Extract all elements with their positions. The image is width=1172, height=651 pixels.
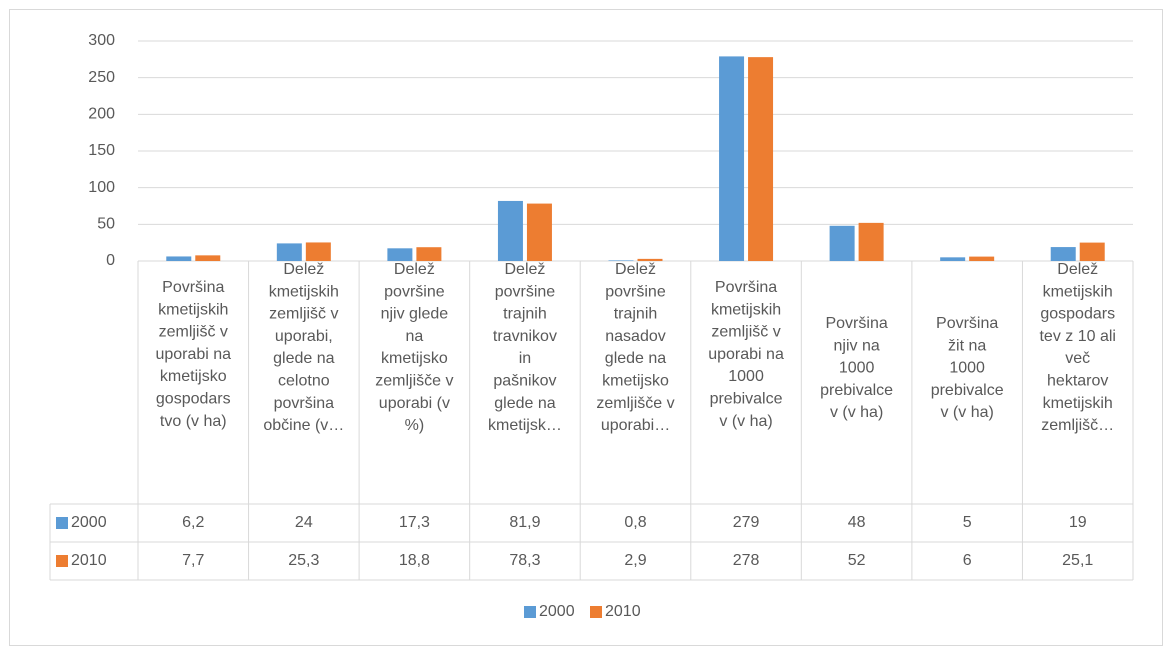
bar	[305, 242, 331, 261]
table-row-label: 2010	[71, 552, 107, 569]
x-tick-label: Površina žit na 1000 prebivalce v (v ha)	[931, 315, 1004, 421]
legend-key	[590, 606, 602, 618]
bar	[608, 260, 634, 261]
table-value: 78,3	[509, 552, 540, 569]
y-tick-label: 250	[88, 69, 115, 86]
legend-key	[524, 606, 536, 618]
bar	[166, 256, 192, 261]
bar	[1079, 242, 1105, 261]
legend-label: 2000	[539, 603, 575, 620]
x-tick-label: Delež površine njiv glede na kmetijsko zemlji…	[375, 261, 453, 434]
table-value: 18,8	[399, 552, 430, 569]
x-tick-label: Delež kmetijskih gospodars tev z 10 ali več h…	[1039, 261, 1115, 434]
y-tick-label: 150	[88, 142, 115, 159]
x-tick-label: Površina kmetijskih zemljišč v uporabi na km…	[155, 279, 231, 430]
bar	[719, 56, 745, 262]
table-value: 24	[295, 514, 313, 531]
y-tick-label: 300	[88, 32, 115, 49]
bar	[637, 258, 663, 261]
table-value: 2,9	[624, 552, 646, 569]
table-value: 7,7	[182, 552, 204, 569]
table-value: 25,3	[288, 552, 319, 569]
table-value: 17,3	[399, 514, 430, 531]
bar	[276, 243, 302, 261]
table-value: 279	[733, 514, 760, 531]
table-value: 6,2	[182, 514, 204, 531]
table-value: 5	[963, 514, 972, 531]
table-value: 81,9	[509, 514, 540, 531]
table-value: 52	[848, 552, 866, 569]
bar	[497, 200, 523, 261]
table-legend-key	[56, 517, 68, 529]
table-value: 0,8	[624, 514, 646, 531]
table-value: 19	[1069, 514, 1087, 531]
x-tick-label: Delež kmetijskih zemljišč v uporabi, glede n…	[263, 261, 344, 434]
bar	[829, 225, 855, 261]
table-value: 6	[963, 552, 972, 569]
bar	[748, 57, 774, 262]
table-row-label: 2000	[71, 514, 107, 531]
table-value: 278	[733, 552, 760, 569]
x-tick-label: Površina njiv na 1000 prebivalce v (v ha)	[820, 315, 893, 421]
bar	[195, 255, 221, 261]
y-tick-label: 0	[106, 252, 115, 269]
bar	[387, 248, 413, 261]
table-legend-key	[56, 555, 68, 567]
bar	[526, 203, 552, 261]
bar	[858, 222, 884, 261]
x-tick-label: Delež površine trajnih travnikov in pašnikov g…	[488, 261, 562, 434]
x-tick-label: Površina kmetijskih zemljišč v uporabi na 10…	[708, 279, 784, 430]
bar	[416, 247, 442, 261]
y-tick-label: 200	[88, 106, 115, 123]
legend-label: 2010	[605, 603, 641, 620]
x-tick-label: Delež površine trajnih nasadov glede na kmeti…	[596, 261, 674, 434]
table-value: 25,1	[1062, 552, 1093, 569]
y-tick-label: 50	[97, 216, 115, 233]
bar	[940, 257, 966, 261]
y-tick-label: 100	[88, 179, 115, 196]
bar	[1050, 247, 1076, 261]
bar	[969, 256, 995, 261]
table-value: 48	[848, 514, 866, 531]
